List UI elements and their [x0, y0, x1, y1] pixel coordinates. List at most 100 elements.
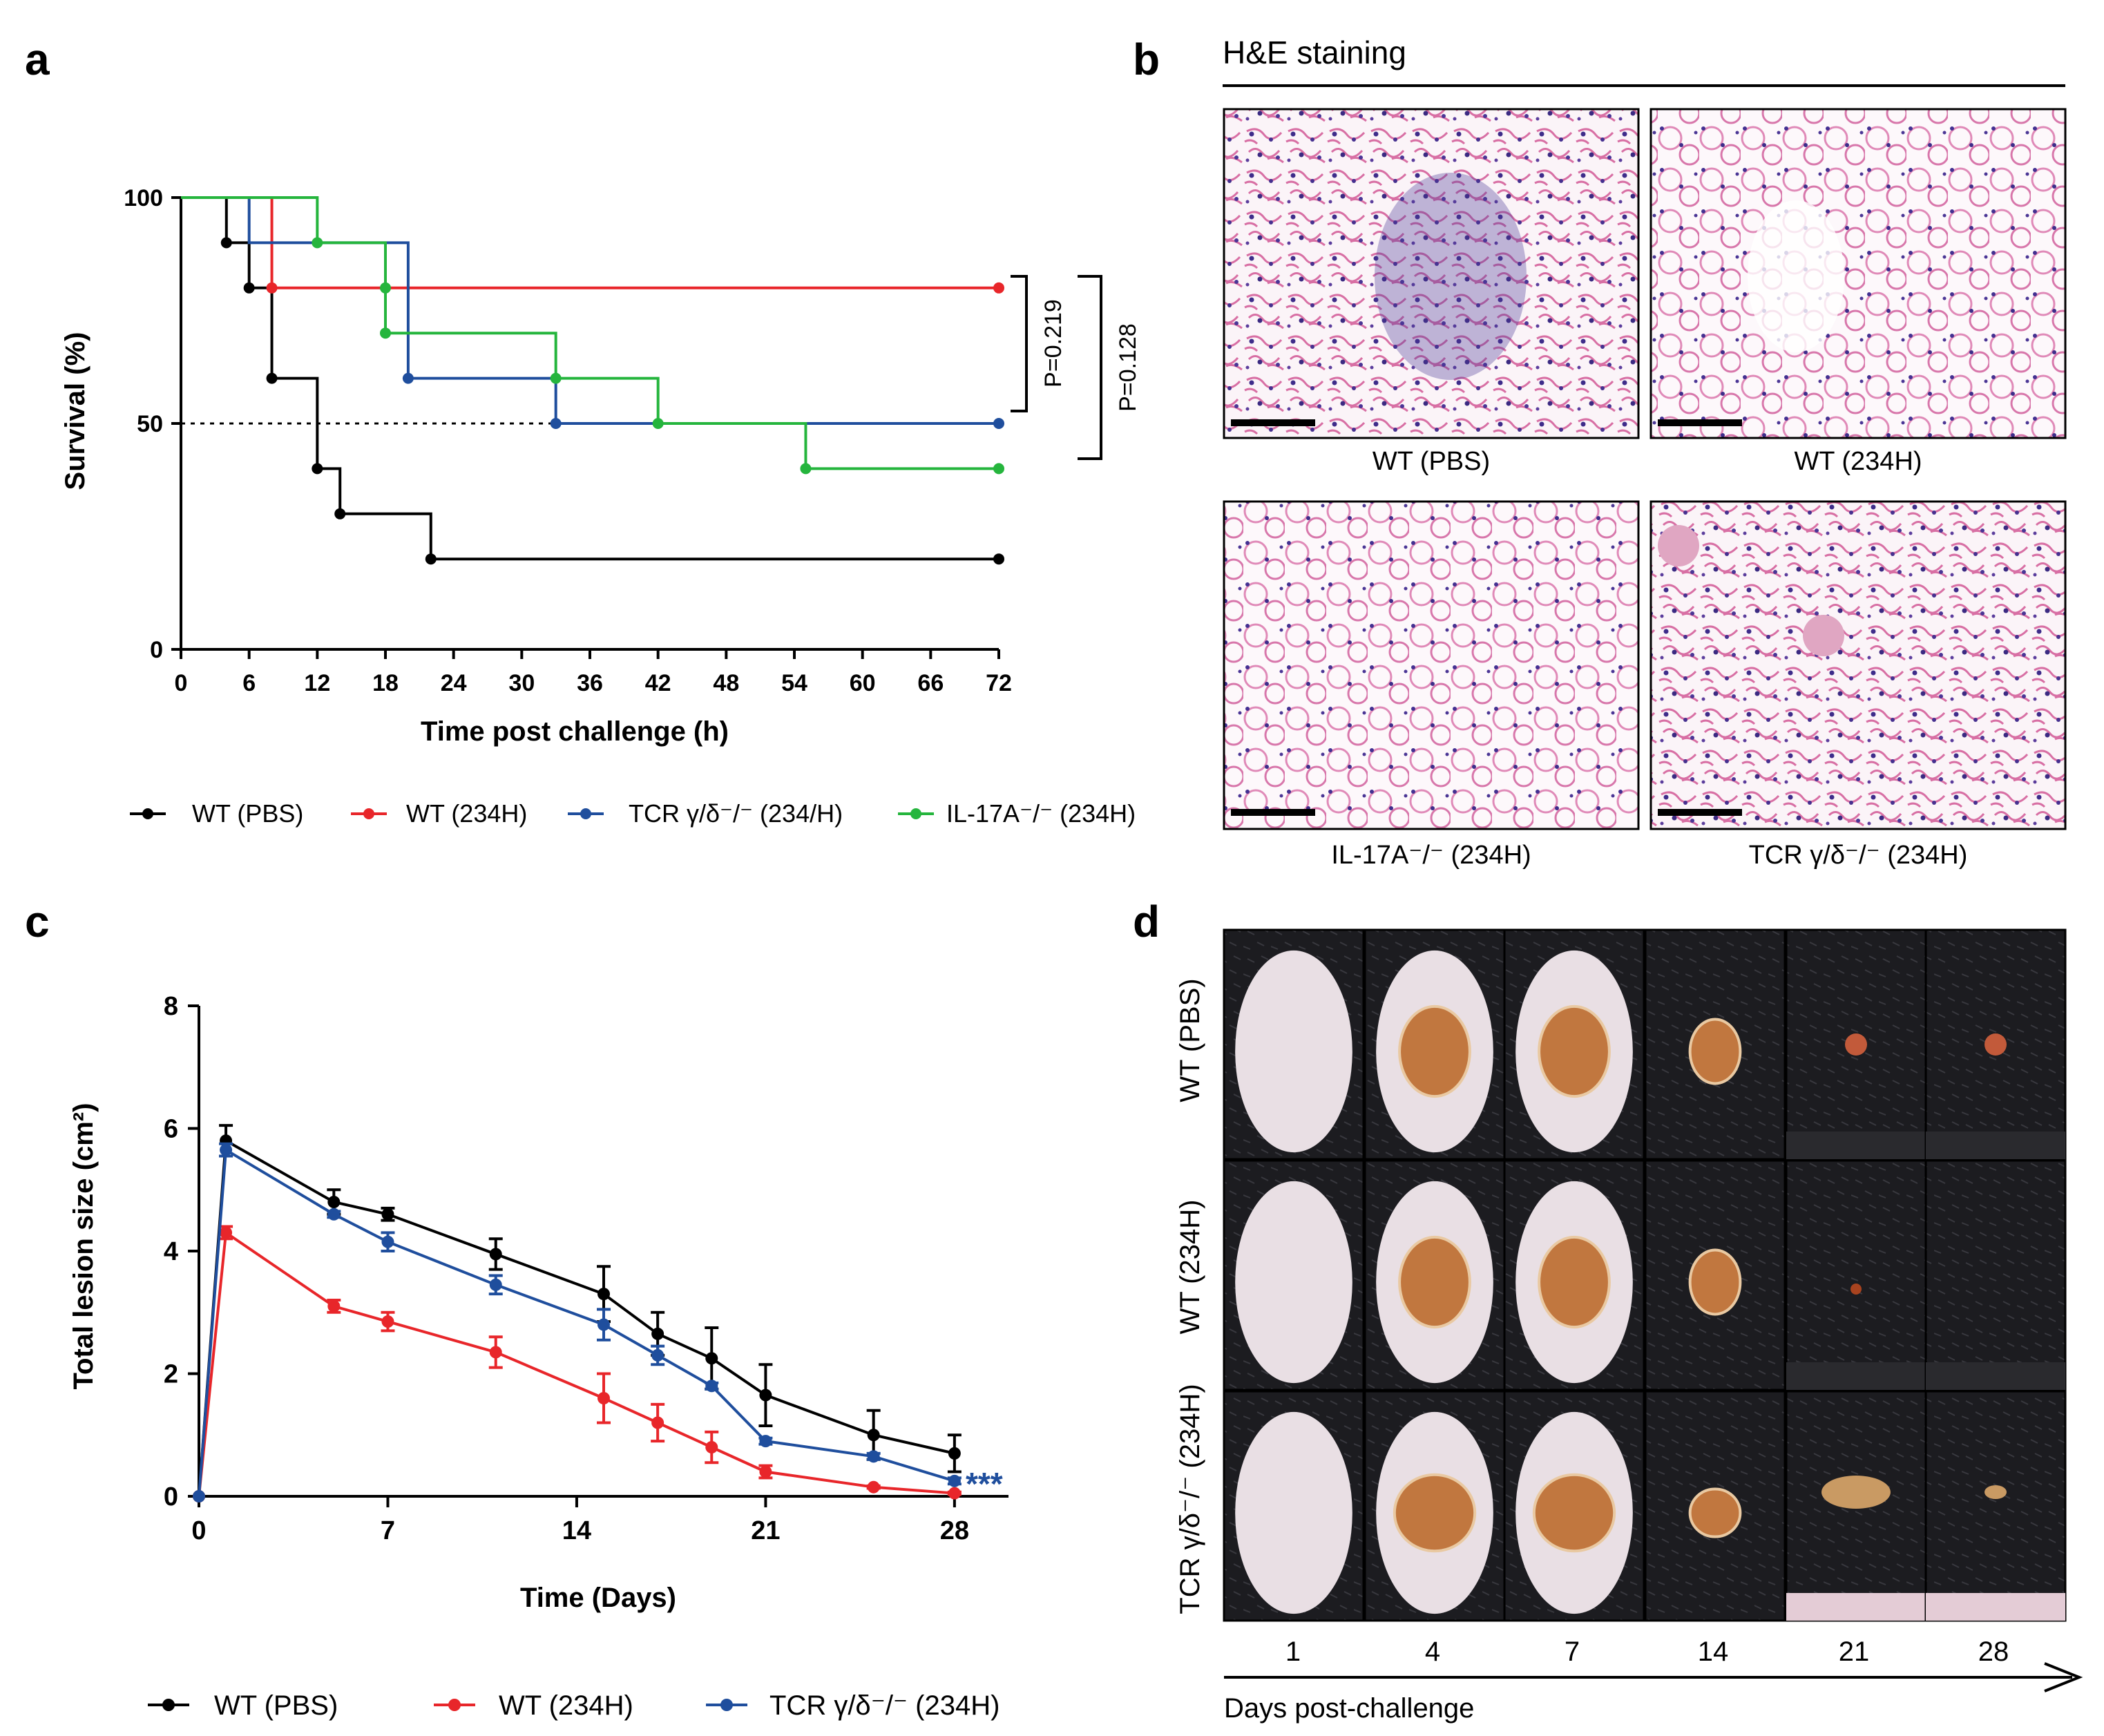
- survival-point: [380, 282, 391, 294]
- y-tick-label: 100: [124, 185, 163, 211]
- survival-point: [266, 372, 278, 384]
- caption-wt-234h: WT (234H): [1794, 447, 1922, 476]
- lesion-point: [597, 1392, 610, 1404]
- day-label-21: 21: [1839, 1637, 1870, 1667]
- survival-line-series-3: [181, 196, 999, 470]
- survival-line-series-2: [181, 196, 999, 425]
- legend-item-tcr: TCR γ/δ⁻/⁻ (234H): [706, 1690, 1000, 1721]
- panel-c-lesion-chart: 0 7 14 21 28 0 2 4 6 8 Time (Days) Total lesion s…: [68, 992, 1008, 1721]
- p-value-label-1: P=0.219: [1040, 299, 1067, 388]
- lesion-line-series-1: [198, 1230, 955, 1497]
- caption-il17a: IL-17A⁻/⁻ (234H): [1331, 841, 1531, 870]
- lesion-point: [597, 1288, 610, 1301]
- mouse-photo-wt-pbs-day-4: [1364, 928, 1506, 1161]
- panel-a-tick-labels: 0 6 12 18 24 30 36 42 48 54 60 66 72 0 50 100: [124, 185, 1012, 696]
- p-value-bracket-2: P=0.128: [1078, 275, 1141, 460]
- mouse-photo-wt-pbs-day-1: [1223, 928, 1365, 1161]
- mouse-photo-wt-pbs-day-28: [1924, 928, 2067, 1161]
- x-tick-label: 66: [917, 670, 944, 696]
- legend-label-tcr: TCR γ/δ⁻/⁻ (234H): [769, 1690, 1000, 1721]
- panel-a-y-axis-title: Survival (%): [60, 332, 90, 490]
- lesion-point: [867, 1429, 880, 1442]
- mouse-photo-wt-pbs-day-21: [1785, 928, 1927, 1161]
- panel-a-axes: [171, 196, 1000, 659]
- x-tick-label: 48: [713, 670, 739, 696]
- y-tick-label: 50: [137, 411, 163, 437]
- day-label-14: 14: [1698, 1637, 1729, 1667]
- row-label-wt-pbs: WT (PBS): [1175, 978, 1205, 1102]
- lesion-point: [327, 1299, 341, 1313]
- caption-tcr: TCR γ/δ⁻/⁻ (234H): [1749, 841, 1968, 870]
- day-label-4: 4: [1425, 1637, 1440, 1667]
- lesion-point: [220, 1226, 233, 1239]
- day-label-28: 28: [1978, 1637, 2009, 1667]
- legend-label-wt-234h: WT (234H): [406, 799, 527, 828]
- lesion-point: [705, 1380, 718, 1393]
- panel-c-tick-labels: 0 7 14 21 28 0 2 4 6 8: [164, 992, 969, 1545]
- lesion-line-series-2: [198, 1147, 955, 1497]
- day-label-7: 7: [1565, 1637, 1580, 1667]
- panel-d-photos: [1223, 928, 2067, 1622]
- y-tick-label: 8: [164, 992, 178, 1021]
- mouse-photo-tcr-day-4: [1364, 1390, 1506, 1622]
- mouse-photo-wt-234h-day-14: [1644, 1159, 1786, 1391]
- panel-c-x-axis-title: Time (Days): [520, 1583, 676, 1613]
- histology-image-il17a: [1223, 500, 1640, 830]
- p-value-label-2: P=0.128: [1115, 323, 1141, 412]
- y-tick-label: 2: [164, 1360, 178, 1389]
- panel-c-y-axis-title: Total lesion size (cm²): [68, 1103, 99, 1390]
- lesion-line-series-0: [198, 1138, 955, 1497]
- panel-label-d: d: [1133, 897, 1160, 946]
- legend-item-tcr: TCR γ/δ⁻/⁻ (234/H): [568, 799, 843, 828]
- lesion-point: [381, 1315, 394, 1328]
- days-arrow: [1224, 1662, 2083, 1692]
- survival-point: [425, 553, 437, 565]
- lesion-point: [651, 1416, 664, 1429]
- x-tick-label: 30: [508, 670, 535, 696]
- x-tick-label: 28: [940, 1516, 969, 1545]
- survival-point: [550, 418, 562, 429]
- legend-item-il17a: IL-17A⁻/⁻ (234H): [898, 799, 1136, 828]
- panel-d-photo-grid: WT (PBS) WT (234H) TCR γ/δ⁻/⁻ (234H) 1 4…: [1175, 928, 2083, 1724]
- legend-label-il17a: IL-17A⁻/⁻ (234H): [946, 799, 1136, 828]
- survival-point: [266, 282, 278, 294]
- panel-label-c: c: [25, 897, 50, 946]
- legend-label-wt-pbs: WT (PBS): [214, 1690, 338, 1721]
- mouse-photo-wt-234h-day-28: [1924, 1159, 2067, 1391]
- row-label-wt-234h: WT (234H): [1175, 1200, 1205, 1335]
- panel-label-a: a: [25, 35, 50, 84]
- lesion-point: [220, 1143, 233, 1156]
- lesion-point: [381, 1208, 394, 1221]
- lesion-point: [867, 1480, 880, 1494]
- x-tick-label: 0: [191, 1516, 206, 1545]
- lesion-point: [489, 1248, 502, 1261]
- mouse-photo-tcr-day-14: [1644, 1390, 1786, 1622]
- x-tick-label: 36: [577, 670, 603, 696]
- survival-point: [993, 463, 1004, 475]
- legend-label-tcr: TCR γ/δ⁻/⁻ (234/H): [629, 799, 843, 828]
- x-tick-label: 60: [850, 670, 876, 696]
- lesion-point: [759, 1435, 772, 1448]
- x-tick-label: 12: [304, 670, 330, 696]
- panel-a-survival-chart: 0 6 12 18 24 30 36 42 48 54 60 66 72 0 50 100 Time post…: [60, 185, 1141, 828]
- x-tick-label: 24: [441, 670, 467, 696]
- x-tick-label: 42: [645, 670, 671, 696]
- histology-image-tcr: [1649, 500, 2067, 830]
- row-label-tcr: TCR γ/δ⁻/⁻ (234H): [1175, 1384, 1205, 1614]
- panel-c-legend: WT (PBS) WT (234H) TCR γ/δ⁻/⁻ (234H): [148, 1690, 1000, 1721]
- x-tick-label: 72: [986, 670, 1012, 696]
- survival-point: [402, 372, 414, 384]
- lesion-point: [759, 1465, 772, 1478]
- panel-a-series: [181, 196, 1004, 565]
- panel-label-b: b: [1133, 35, 1160, 84]
- lesion-point: [381, 1235, 394, 1248]
- histology-image-wt-234h: [1649, 108, 2067, 439]
- mouse-photo-wt-234h-day-1: [1223, 1159, 1365, 1391]
- panel-c-axes: [188, 1004, 1008, 1507]
- mouse-photo-wt-pbs-day-14: [1644, 928, 1786, 1161]
- survival-point: [243, 282, 255, 294]
- mouse-photo-tcr-day-7: [1503, 1390, 1645, 1622]
- survival-point: [550, 372, 562, 384]
- mouse-photo-tcr-day-28: [1924, 1390, 2067, 1622]
- lesion-point: [327, 1208, 341, 1221]
